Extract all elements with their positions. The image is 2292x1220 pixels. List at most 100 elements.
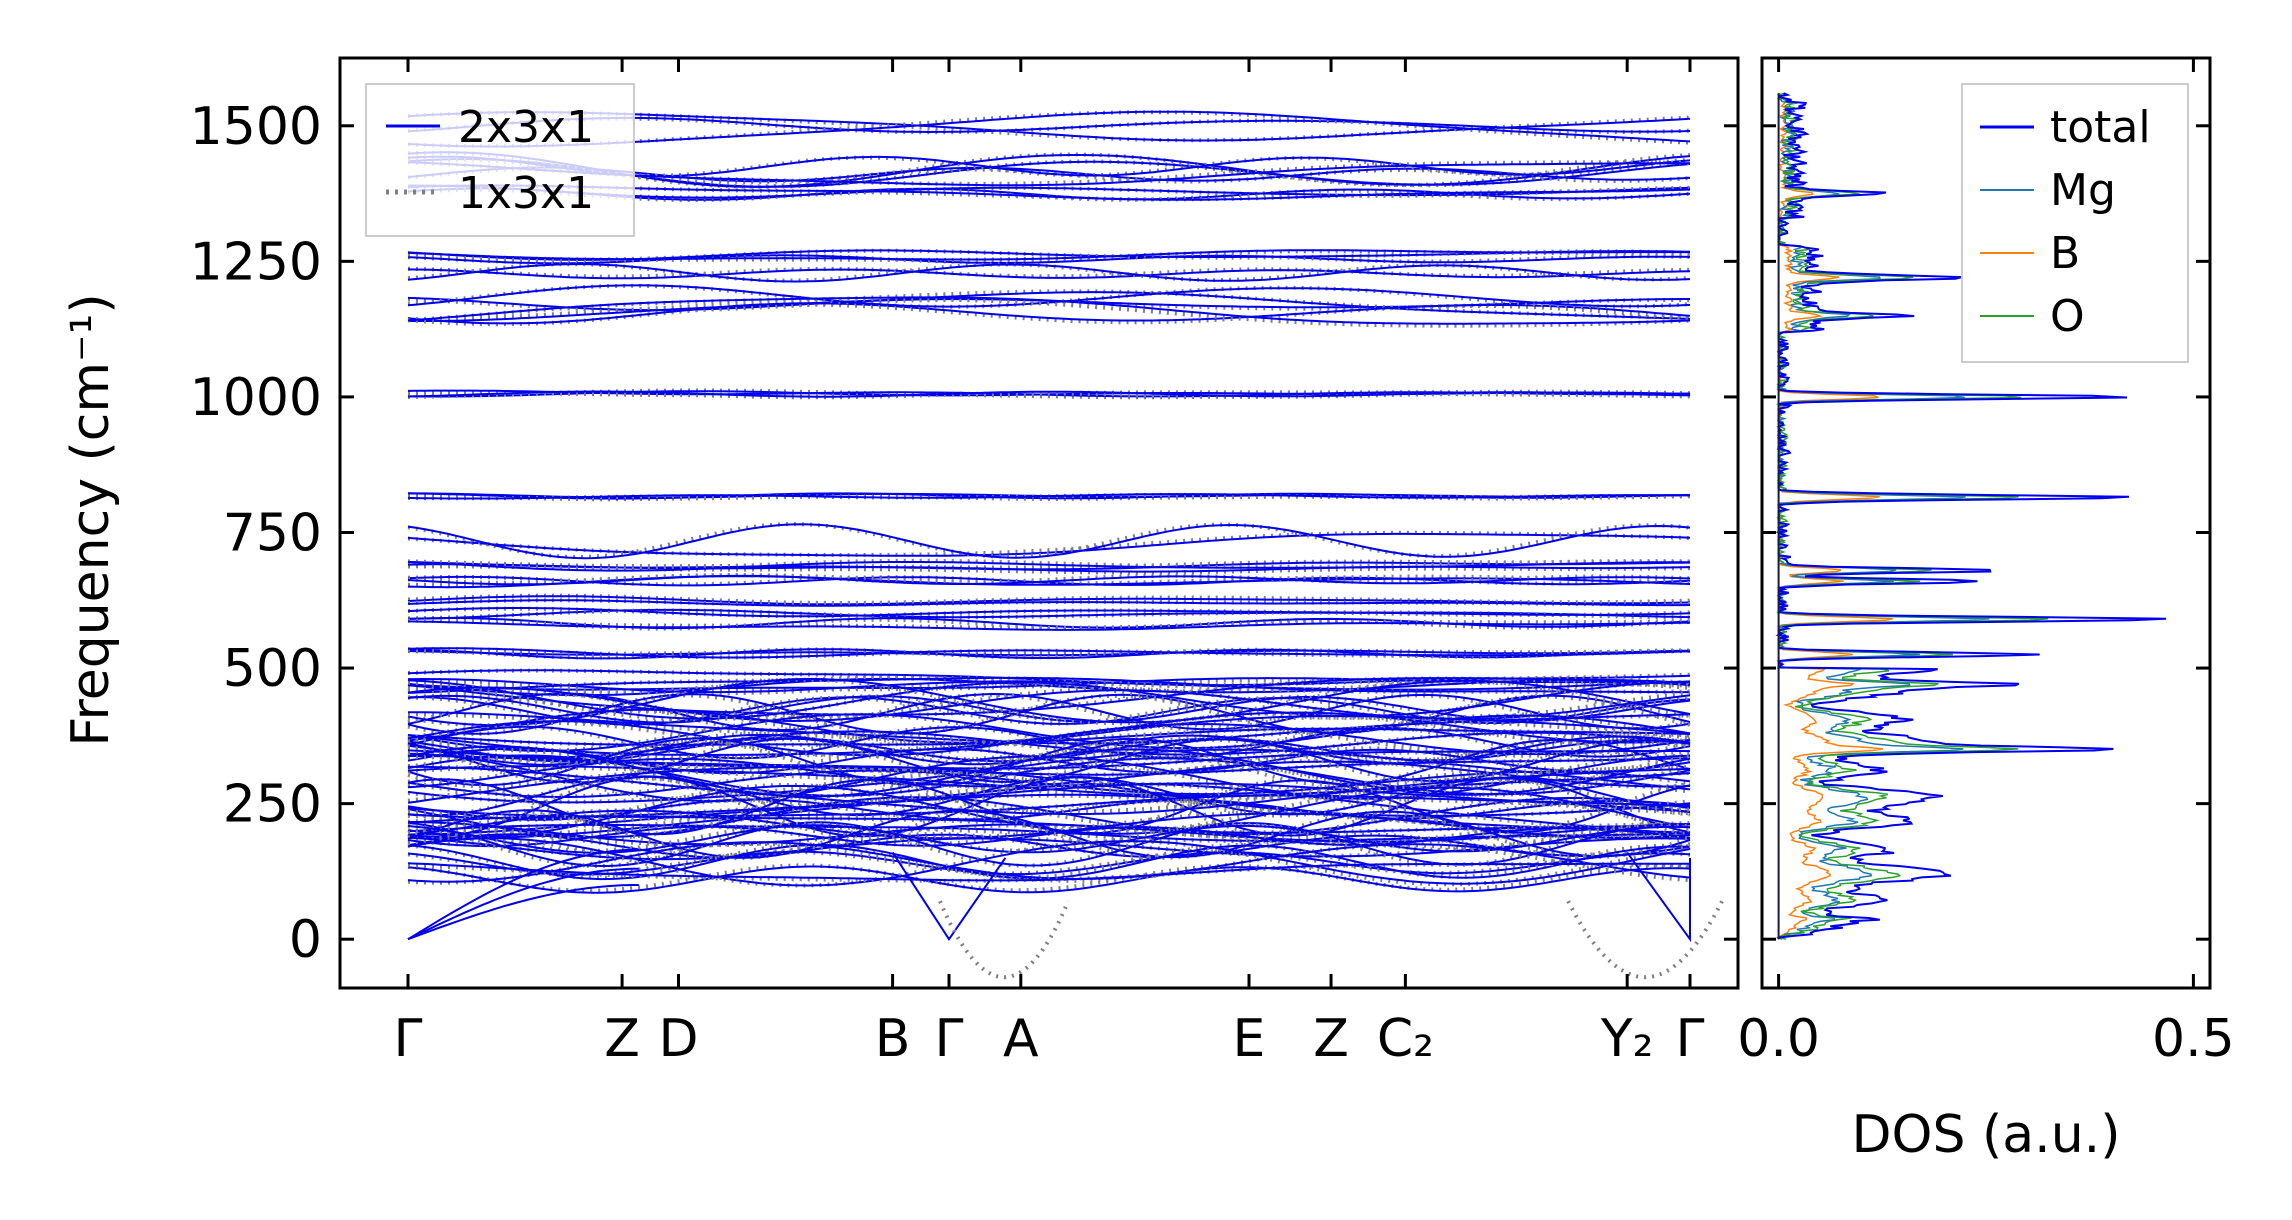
band-line-2x3x1 bbox=[407, 809, 1691, 859]
band-line-2x3x1 bbox=[407, 775, 1691, 838]
band-line-1x3x1 bbox=[407, 757, 1691, 789]
band-line-2x3x1 bbox=[407, 677, 1691, 716]
legend-label-total: total bbox=[2050, 102, 2151, 153]
band-line-2x3x1 bbox=[407, 254, 1691, 265]
band-line-2x3x1 bbox=[407, 765, 1691, 817]
band-line-2x3x1 bbox=[407, 676, 1690, 694]
legend-label-1x3x1: 1x3x1 bbox=[458, 168, 594, 219]
band-line-2x3x1 bbox=[407, 523, 1691, 560]
band-legend: 2x3x1 1x3x1 bbox=[365, 83, 635, 237]
kpoint-label: C₂ bbox=[1377, 1009, 1434, 1069]
band-line-2x3x1 bbox=[408, 821, 1691, 846]
band-line-2x3x1 bbox=[407, 493, 1691, 500]
band-line-2x3x1 bbox=[407, 679, 1690, 720]
band-line-2x3x1 bbox=[407, 727, 1691, 746]
band-line-2x3x1 bbox=[407, 748, 1691, 804]
band-y-tick-label: 1000 bbox=[190, 368, 322, 428]
band-line-1x3x1 bbox=[407, 747, 1691, 804]
band-line-1x3x1 bbox=[407, 824, 1691, 847]
band-line-1x3x1 bbox=[408, 289, 1691, 321]
band-line-1x3x1 bbox=[407, 160, 1691, 186]
band-line-2x3x1 bbox=[407, 563, 1691, 573]
imaginary-mode-1x3x1 bbox=[938, 900, 1071, 980]
band-line-1x3x1 bbox=[407, 522, 1691, 559]
band-y-tick-label: 750 bbox=[223, 503, 322, 563]
band-line-1x3x1 bbox=[407, 809, 1691, 861]
band-line-2x3x1 bbox=[407, 620, 1691, 631]
band-line-2x3x1 bbox=[407, 850, 1691, 876]
band-line-2x3x1 bbox=[407, 648, 1691, 660]
dos-x-tick-label: 0.5 bbox=[2152, 1009, 2235, 1069]
band-line-2x3x1 bbox=[407, 715, 1691, 756]
y-axis-title: Frequency (cm⁻¹) bbox=[61, 293, 121, 746]
acoustic-branch bbox=[891, 851, 1007, 941]
band-line-1x3x1 bbox=[407, 559, 1690, 570]
band-y-tick-label: 500 bbox=[223, 639, 322, 699]
legend-label-o: O bbox=[2050, 291, 2085, 342]
band-line-2x3x1 bbox=[407, 647, 1691, 659]
kpoint-label: D bbox=[658, 1009, 698, 1069]
band-line-2x3x1 bbox=[407, 595, 1691, 606]
band-line-2x3x1 bbox=[407, 745, 1691, 798]
band-line-1x3x1 bbox=[407, 677, 1691, 728]
band-line-2x3x1 bbox=[407, 599, 1691, 607]
band-line-1x3x1 bbox=[407, 842, 1691, 880]
band-y-tick-label: 0 bbox=[289, 910, 322, 970]
band-line-1x3x1 bbox=[407, 110, 1691, 143]
band-line-2x3x1 bbox=[407, 296, 1691, 325]
kpoint-label: Γ bbox=[1676, 1009, 1705, 1069]
legend-label-b: B bbox=[2050, 228, 2080, 279]
band-line-1x3x1 bbox=[407, 297, 1691, 328]
band-line-1x3x1 bbox=[407, 266, 1691, 279]
legend-label-mg: Mg bbox=[2050, 165, 2116, 216]
dos-curve-mg bbox=[1775, 93, 1990, 940]
dos-y-ticks bbox=[1762, 124, 2210, 941]
band-line-2x3x1 bbox=[407, 677, 1691, 697]
band-line-2x3x1 bbox=[407, 302, 1691, 325]
band-line-2x3x1 bbox=[408, 677, 1691, 694]
dos-panel: 0.0 0.5 DOS (a.u.) total Mg B O bbox=[1737, 56, 2235, 1165]
kpoint-label: Γ bbox=[394, 1009, 423, 1069]
band-line-2x3x1 bbox=[407, 268, 1691, 280]
dos-legend: total Mg B O bbox=[1961, 83, 2189, 363]
band-x-ticks: Γ Z D B Γ A E Z C₂ Y₂ Γ bbox=[394, 58, 1705, 1069]
kpoint-label: E bbox=[1233, 1009, 1266, 1069]
band-line-1x3x1 bbox=[407, 573, 1691, 585]
band-y-tick-label: 1500 bbox=[190, 97, 322, 157]
kpoint-label: B bbox=[875, 1009, 911, 1069]
kpoint-label: Z bbox=[604, 1009, 640, 1069]
acoustic-branch bbox=[407, 884, 639, 941]
acoustic-branch bbox=[407, 867, 639, 941]
band-line-1x3x1 bbox=[407, 782, 1691, 821]
band-line-2x3x1 bbox=[407, 757, 1691, 789]
band-line-1x3x1 bbox=[407, 648, 1690, 657]
dos-x-ticks: 0.0 0.5 bbox=[1737, 58, 2235, 1069]
band-lines bbox=[407, 110, 1724, 980]
band-y-ticks: 0 250 500 750 1000 1250 1500 bbox=[190, 97, 1738, 970]
band-line-1x3x1 bbox=[407, 390, 1691, 400]
dos-x-tick-label: 0.0 bbox=[1737, 1009, 1820, 1069]
band-line-2x3x1 bbox=[407, 824, 1691, 854]
band-line-2x3x1 bbox=[407, 713, 1691, 752]
band-line-1x3x1 bbox=[407, 737, 1691, 785]
kpoint-label: Γ bbox=[935, 1009, 964, 1069]
band-line-2x3x1 bbox=[407, 678, 1691, 727]
band-line-2x3x1 bbox=[407, 737, 1691, 787]
band-line-2x3x1 bbox=[408, 291, 1691, 322]
band-line-2x3x1 bbox=[407, 390, 1691, 398]
dos-lines bbox=[1775, 92, 2167, 940]
band-line-2x3x1 bbox=[407, 607, 1691, 618]
band-frame bbox=[338, 56, 1740, 990]
dos-frame bbox=[1760, 56, 2212, 990]
band-line-1x3x1 bbox=[407, 680, 1691, 722]
kpoint-label: Y₂ bbox=[1600, 1009, 1654, 1069]
band-line-2x3x1 bbox=[408, 711, 1691, 745]
band-line-1x3x1 bbox=[407, 712, 1691, 747]
band-line-2x3x1 bbox=[407, 249, 1691, 261]
band-line-2x3x1 bbox=[407, 837, 1691, 887]
imaginary-mode-1x3x1 bbox=[1566, 900, 1724, 980]
band-line-1x3x1 bbox=[407, 765, 1691, 799]
legend-label-2x3x1: 2x3x1 bbox=[458, 102, 594, 153]
